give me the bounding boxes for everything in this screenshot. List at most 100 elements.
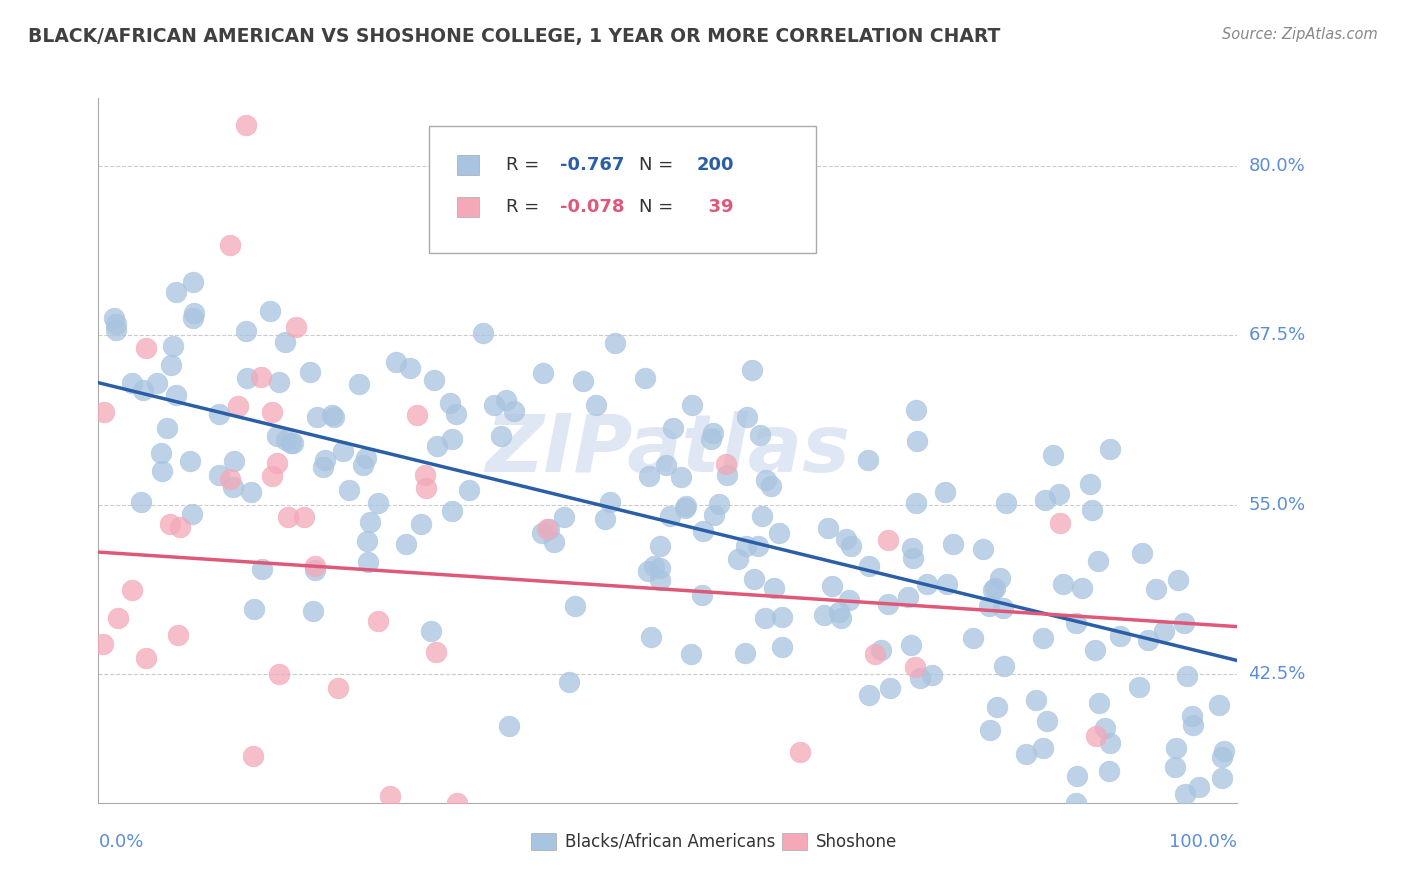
Point [673,500,696,515]
Point [446,796,468,810]
Point [770,640,793,654]
Point [1212,744,1234,758]
Point [228,399,250,413]
Point [156,421,179,435]
Point [269,667,291,681]
Point [121,376,143,390]
Point [734,646,756,660]
Point [531,525,554,540]
Point [1098,764,1121,778]
Point [352,458,374,472]
Point [299,365,322,379]
FancyBboxPatch shape [457,155,479,175]
Point [727,552,749,566]
Point [741,363,763,377]
Point [304,563,326,577]
Point [283,435,305,450]
Point [935,576,957,591]
Point [165,285,187,299]
Point [605,336,627,351]
Point [252,562,274,576]
Point [274,433,297,447]
Text: -0.767: -0.767 [560,156,624,174]
Point [208,467,231,482]
Point [405,408,427,422]
Point [441,432,464,446]
Point [897,590,920,604]
Text: R =: R = [506,198,546,217]
Point [838,593,860,607]
Point [425,644,447,658]
Point [703,508,725,522]
Point [1173,615,1195,630]
Point [415,481,437,495]
Point [751,509,773,524]
Point [167,628,190,642]
Point [150,465,173,479]
Point [259,304,281,318]
Point [179,454,201,468]
Point [988,571,1011,585]
FancyBboxPatch shape [531,833,557,850]
Point [242,749,264,764]
Point [1087,553,1109,567]
Point [841,540,863,554]
Point [813,608,835,623]
Text: 0.0%: 0.0% [98,833,143,851]
Point [658,509,681,524]
Point [981,583,1004,598]
Point [235,118,257,132]
Point [423,374,446,388]
Point [830,611,852,625]
Point [993,659,1015,673]
FancyBboxPatch shape [457,197,479,218]
Point [1087,696,1109,710]
Point [748,427,770,442]
Point [915,577,938,591]
Point [558,675,581,690]
Point [669,470,692,484]
Point [905,403,928,417]
Point [593,512,616,526]
Point [1033,492,1056,507]
Point [654,458,676,472]
Text: N =: N = [640,198,679,217]
Text: 42.5%: 42.5% [1249,665,1306,683]
Point [648,539,671,553]
Text: -0.078: -0.078 [560,198,624,217]
Point [755,473,778,487]
Point [571,374,593,388]
Point [395,536,418,550]
Point [538,522,561,536]
Point [367,496,389,510]
Point [716,468,738,483]
Point [354,451,377,466]
Point [356,556,378,570]
Point [145,376,167,390]
Point [856,452,879,467]
Point [879,681,901,695]
Point [1137,632,1160,647]
Point [734,539,756,553]
Point [150,446,173,460]
Point [1032,741,1054,756]
Point [183,306,205,320]
Point [503,403,526,417]
Point [420,624,443,638]
Point [817,520,839,534]
Point [754,611,776,625]
Point [986,700,1008,714]
Point [269,375,291,389]
Point [1181,718,1204,732]
Point [876,597,898,611]
Point [675,499,697,513]
Point [921,668,943,682]
Point [1098,736,1121,750]
Point [643,559,665,574]
Point [737,410,759,425]
Point [1166,740,1188,755]
Point [181,310,204,325]
Point [681,398,703,412]
Point [1211,749,1233,764]
Point [292,509,315,524]
